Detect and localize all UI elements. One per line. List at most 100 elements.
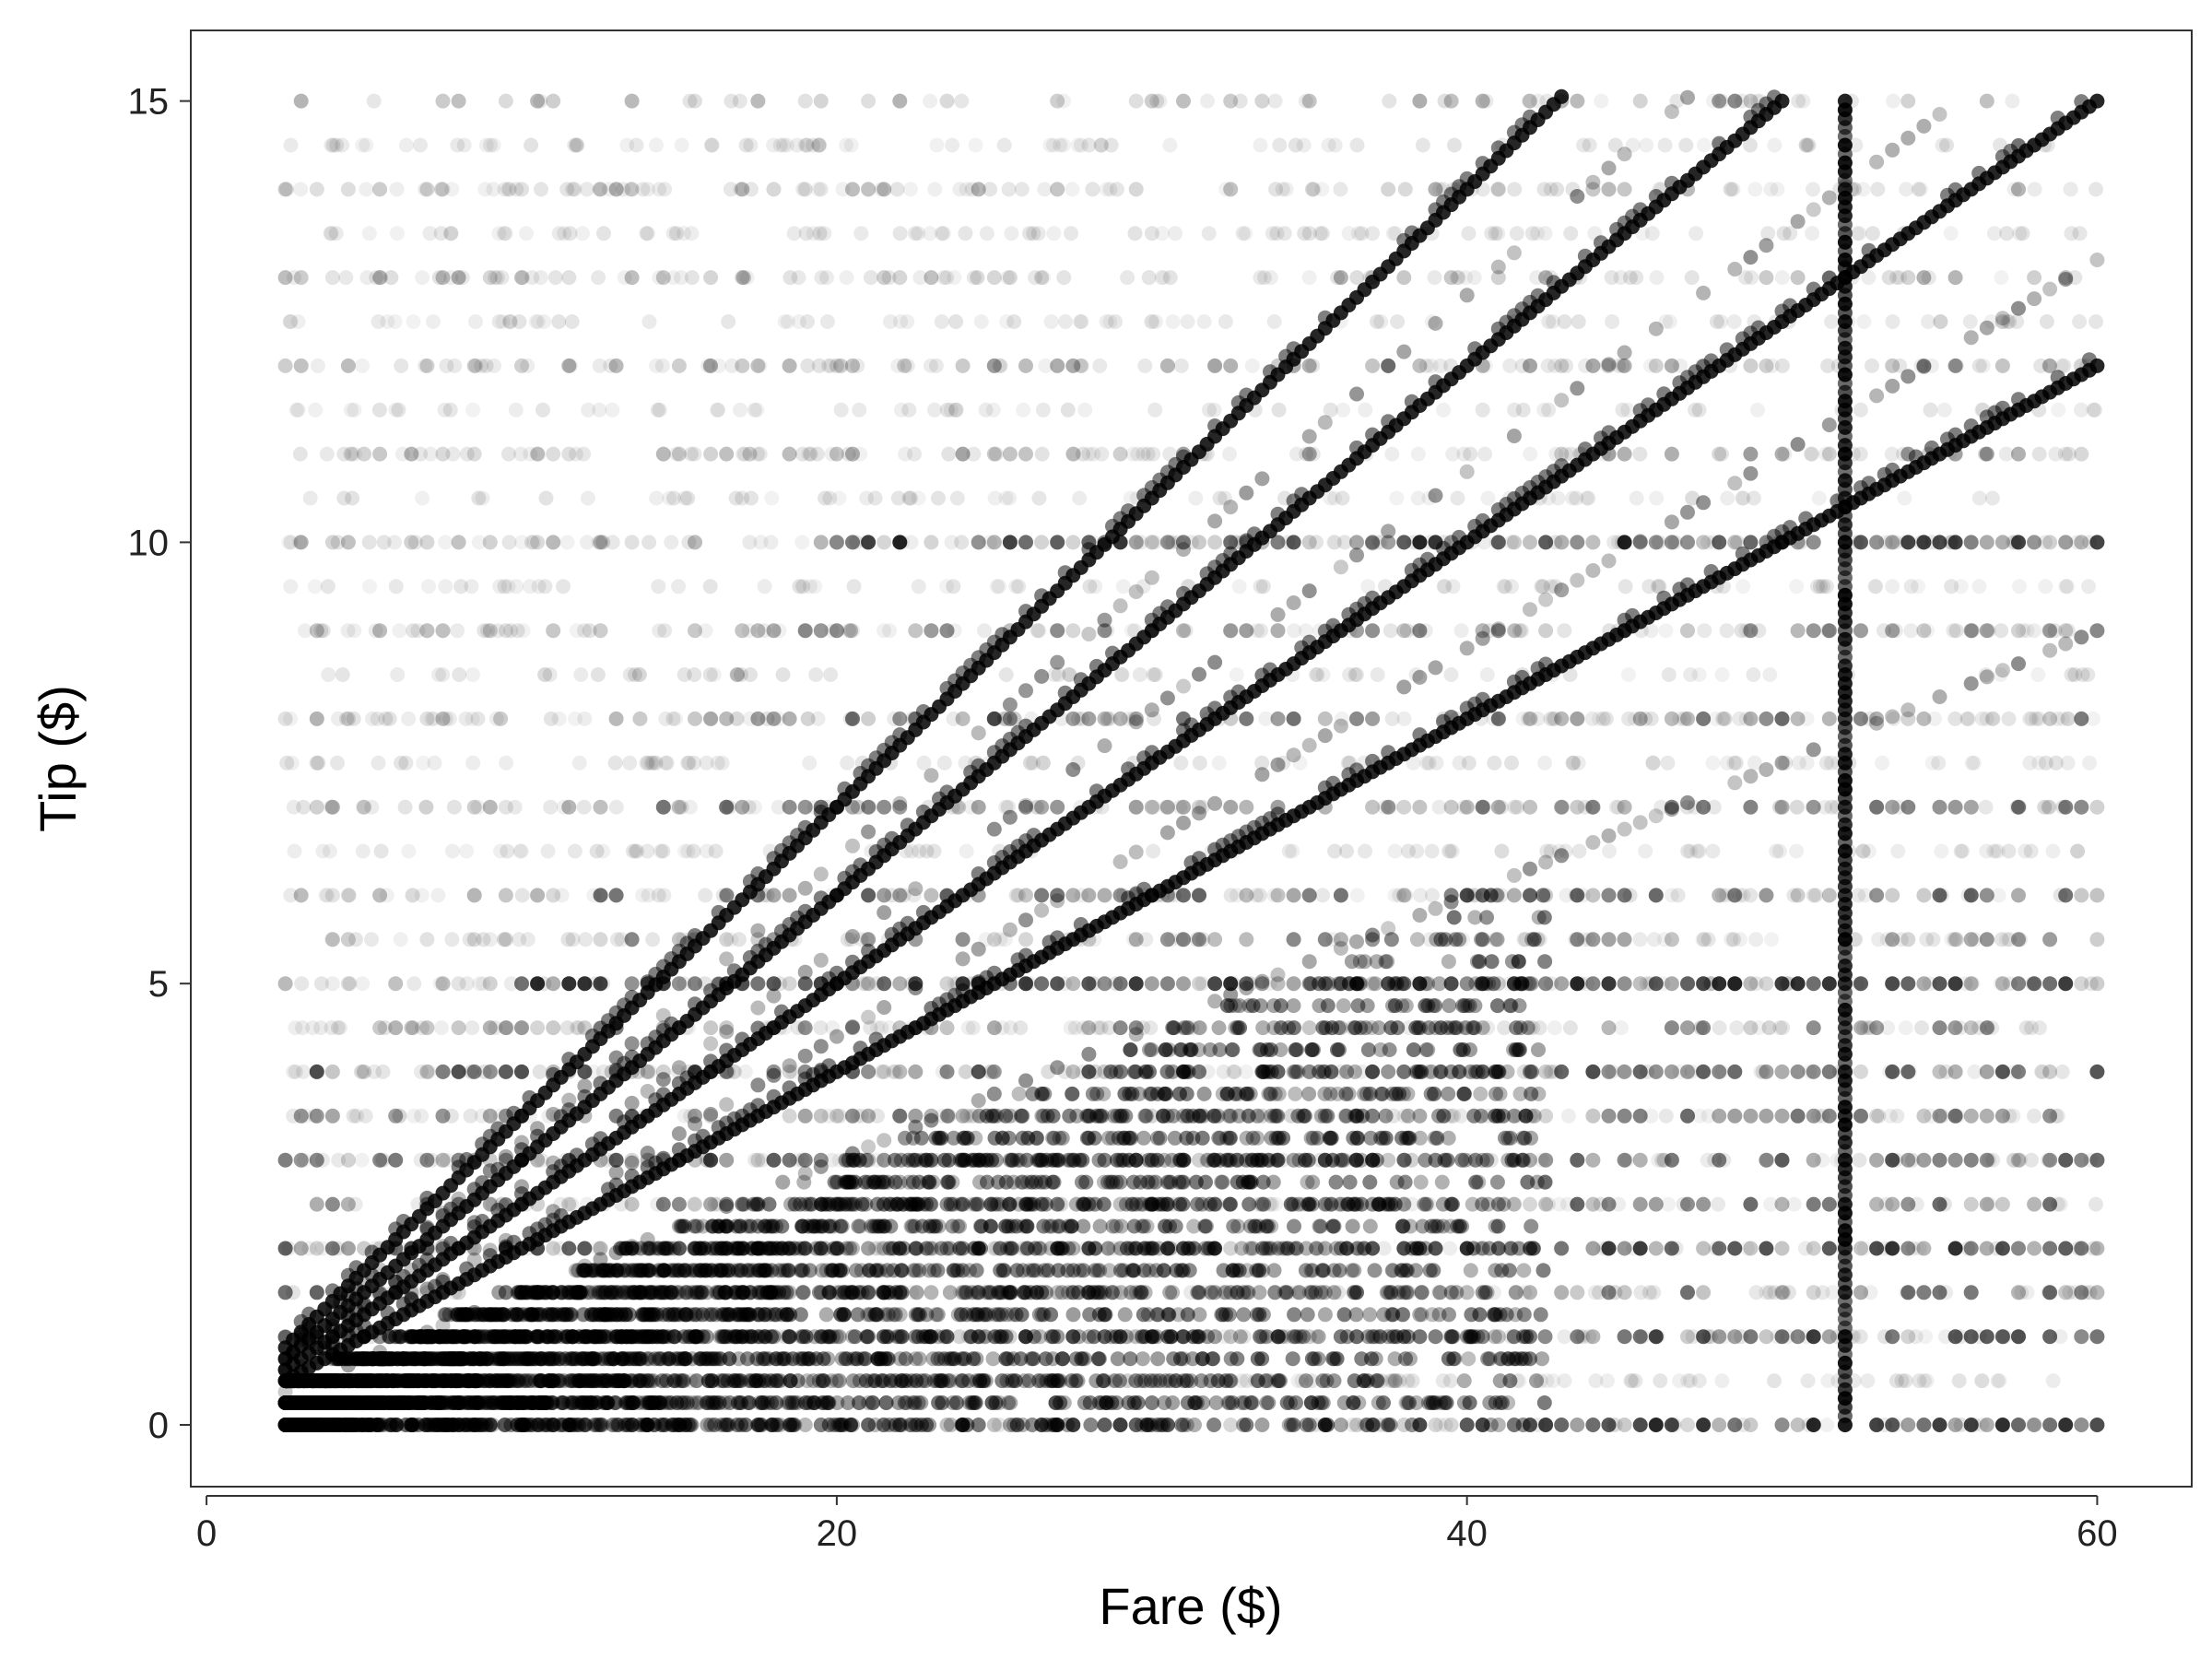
data-point [453,579,469,594]
data-point [355,799,371,815]
data-point [1914,1020,1929,1036]
data-point [2067,667,2083,682]
data-point [1761,1020,1777,1036]
data-point [310,358,325,373]
data-point [652,623,667,639]
data-point [775,667,791,682]
data-point [1035,755,1051,771]
data-point [1882,270,1897,286]
data-point [1252,888,1267,903]
data-point [458,711,474,726]
data-point [1345,1218,1360,1234]
data-point [376,535,392,550]
data-point [987,1020,1003,1036]
data-point [669,226,685,241]
data-point [375,1064,391,1079]
data-point [421,579,437,594]
data-point [1911,579,1925,594]
data-point [1971,490,1987,506]
data-point [1772,843,1787,859]
data-point [681,755,697,771]
data-point [992,579,1007,594]
data-point [1287,1307,1302,1323]
data-point [368,623,383,639]
data-point [1376,1307,1392,1323]
data-point [970,270,985,286]
data-point [1516,1064,1532,1079]
data-point [347,402,362,418]
data-point [686,843,701,859]
data-point [1806,182,1820,197]
data-point [1452,755,1467,771]
data-point [393,932,408,947]
data-point [1162,535,1178,550]
data-point [1030,623,1046,639]
data-point [1163,932,1179,947]
data-point [1043,314,1059,329]
data-point [731,932,747,947]
data-point [1218,314,1233,329]
data-point [1083,1418,1099,1432]
data-point [608,799,624,815]
data-point [1030,1130,1044,1146]
data-point [728,490,744,506]
data-point [1387,1373,1403,1389]
data-point [1985,711,2001,726]
data-point [704,137,720,153]
data-point [806,137,820,153]
data-point [459,843,475,859]
data-point [1473,1086,1488,1101]
data-point [1418,623,1433,639]
data-point [1911,182,1926,197]
data-point [1534,579,1549,594]
data-point [683,1373,699,1389]
data-point [1455,932,1470,947]
data-point [1447,137,1462,153]
data-point [1058,314,1073,329]
data-point [319,446,335,462]
data-point [1144,226,1159,241]
data-point [674,799,689,815]
data-point [1684,270,1700,286]
data-point [557,226,572,241]
data-point [1571,314,1586,329]
data-point [779,137,794,153]
data-point [1770,182,1785,197]
data-point [710,402,725,418]
data-point [939,270,955,286]
data-point [1604,270,1619,286]
data-point [1382,1042,1397,1057]
data-point [2086,402,2101,418]
data-point [551,314,567,329]
data-point [1726,932,1741,947]
data-point [1789,579,1805,594]
data-point [1008,888,1024,903]
data-point [392,623,407,639]
data-point [1390,314,1406,329]
data-point [1064,226,1078,241]
data-point [443,226,459,241]
data-point [1763,1196,1778,1212]
data-point [536,314,552,329]
data-point [1188,490,1204,506]
data-point [998,799,1014,815]
data-point [1960,711,1976,726]
data-point [640,843,655,859]
data-point [1037,182,1053,197]
data-point [817,226,832,241]
data-point [512,843,528,859]
data-point [1806,888,1821,903]
data-point [1536,182,1552,197]
data-point [1541,314,1557,329]
data-point [1890,843,1906,859]
data-point [1259,1395,1275,1410]
data-point [1387,843,1403,859]
data-point [1853,402,1868,418]
data-point [1657,137,1673,153]
data-point [1524,1218,1539,1234]
data-point [452,667,467,682]
data-point [392,1108,407,1124]
data-point [1081,137,1097,153]
data-point [590,1241,606,1256]
data-point [890,358,906,373]
